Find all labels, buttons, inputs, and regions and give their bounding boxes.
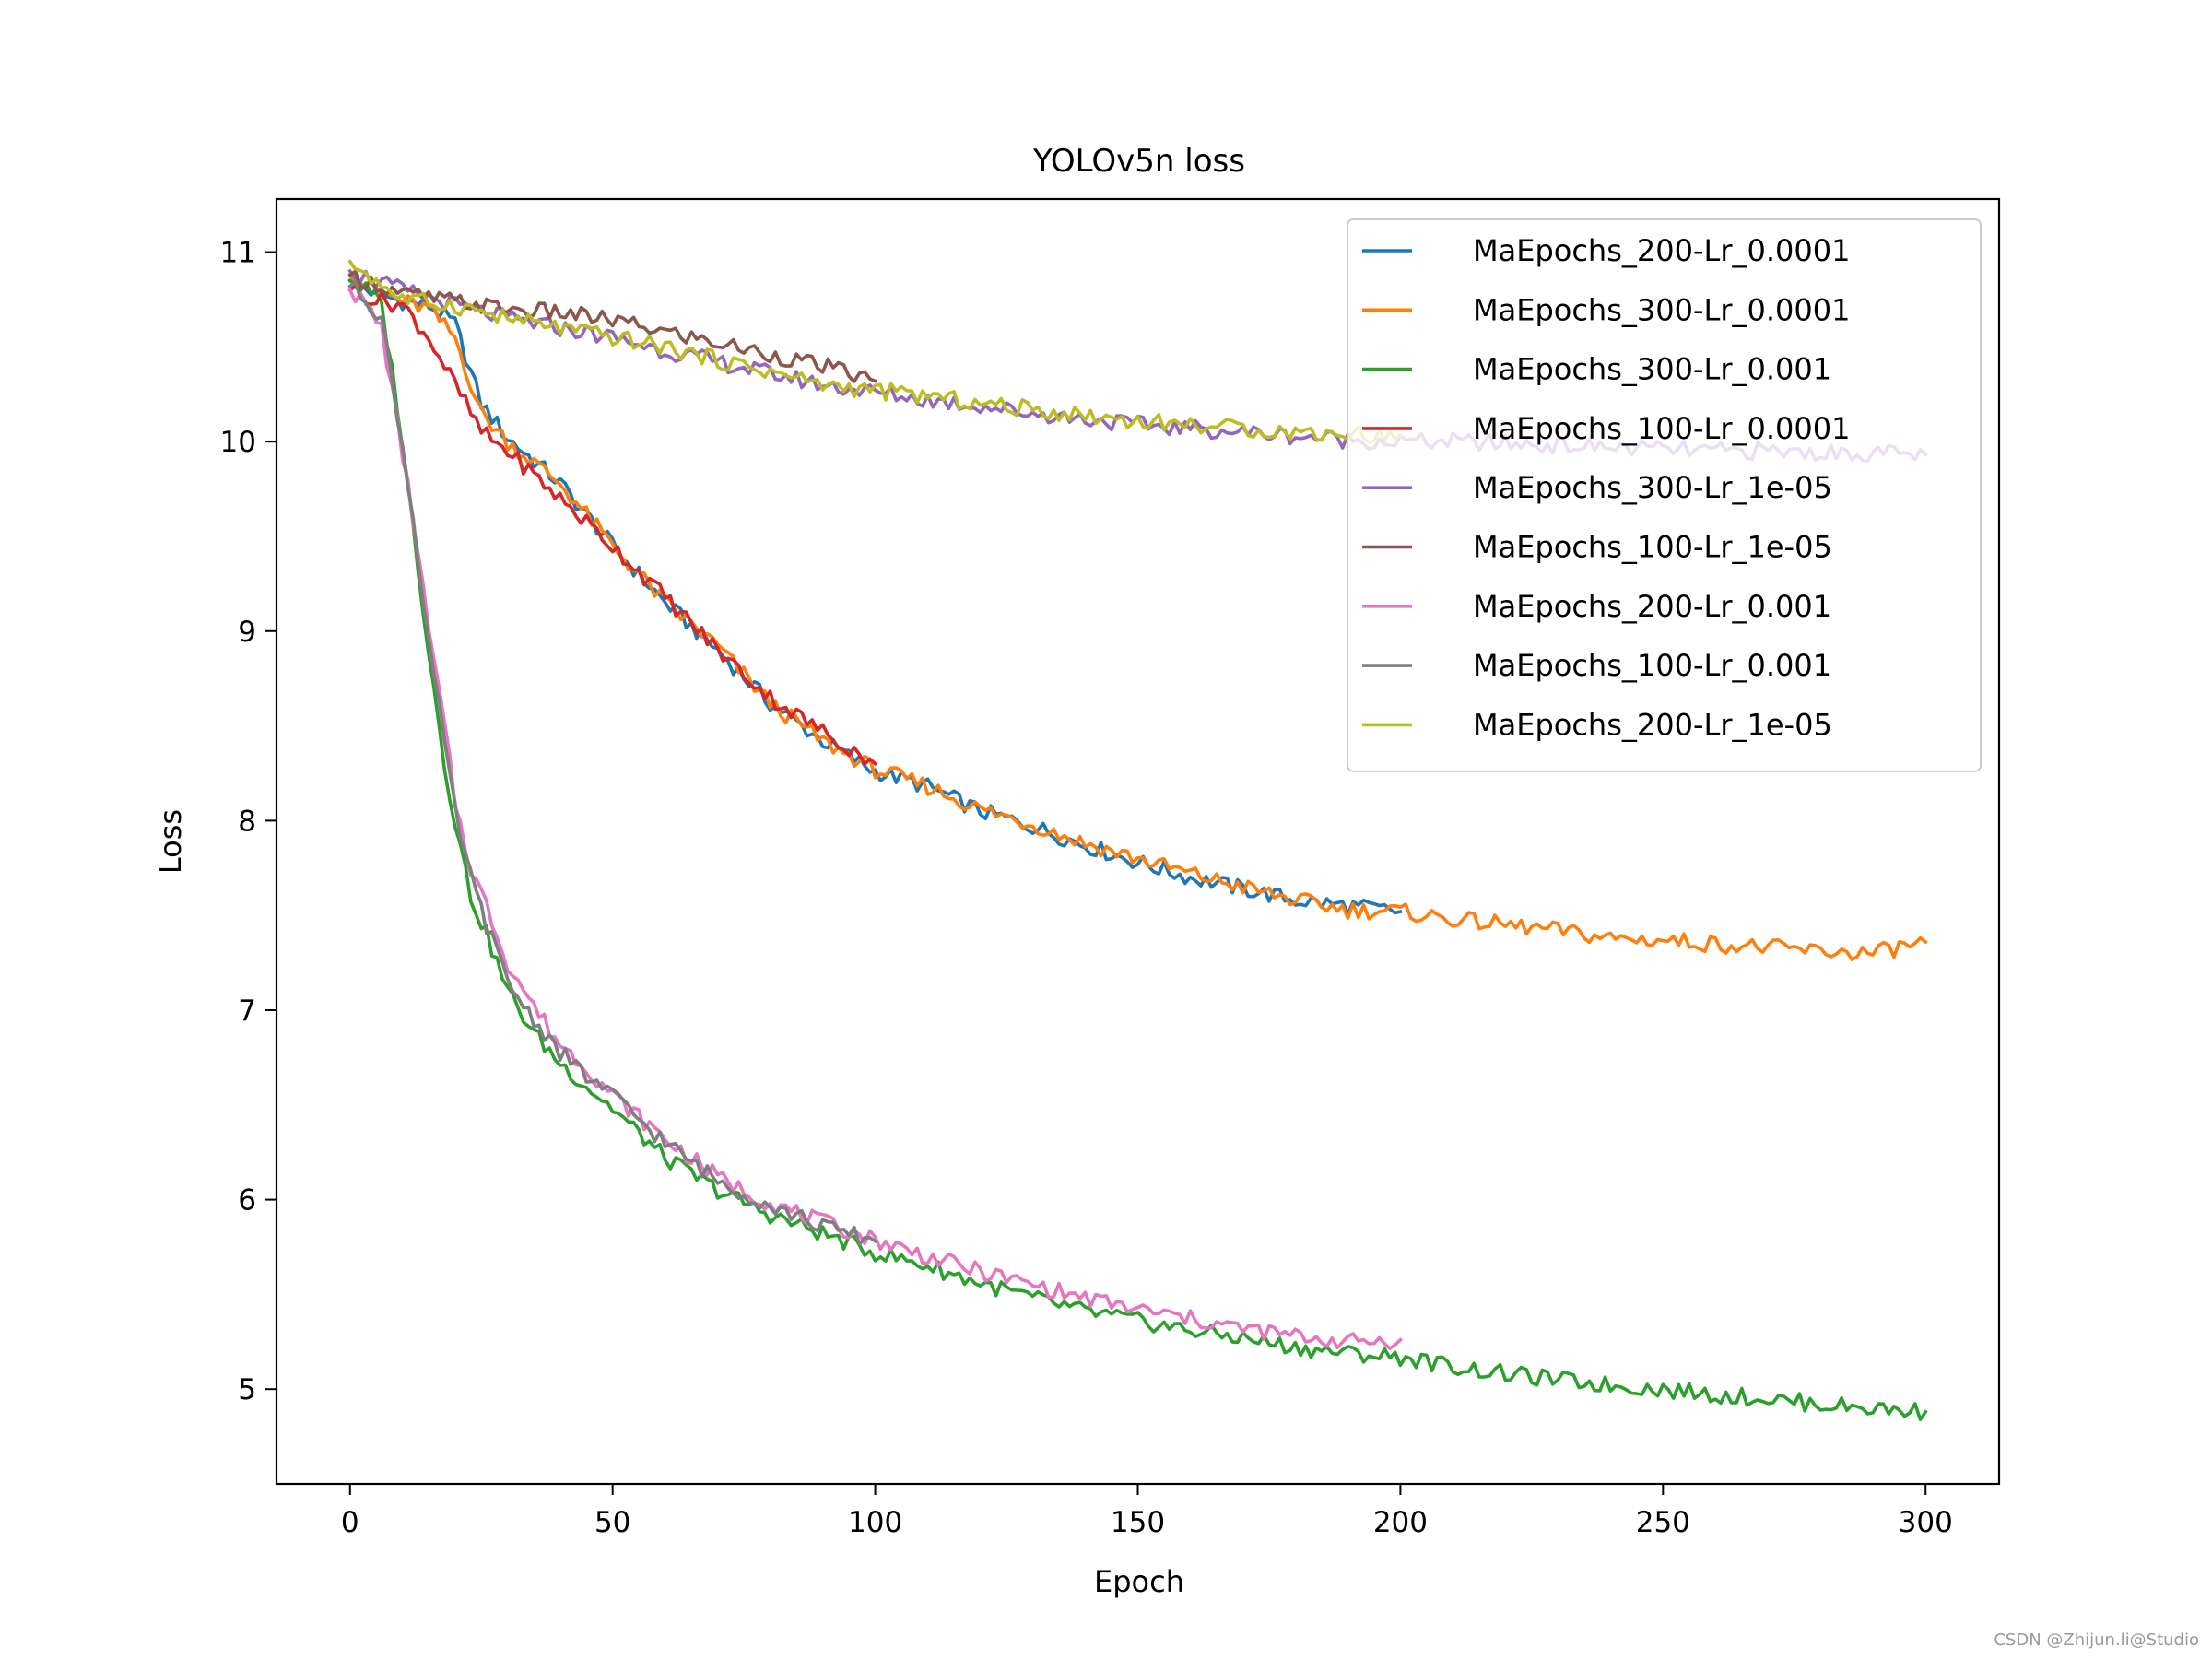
legend-label-7: MaEpochs_200-Lr_0.001 [1473,589,1831,624]
y-tick-label: 5 [238,1373,256,1406]
watermark-text: CSDN @Zhijun.li@Studio [1994,1630,2199,1650]
legend-box [1347,218,1982,772]
chart-title: YOLOv5n loss [1032,143,1245,180]
series-line-3 [347,277,1928,1421]
y-tick-label: 6 [238,1184,256,1218]
series-layer [347,259,1928,1421]
x-tick-label: 300 [1899,1506,1953,1539]
legend-label-9: MaEpochs_200-Lr_1e-05 [1473,707,1832,742]
legend-label-1: MaEpochs_200-Lr_0.0001 [1473,233,1850,268]
series-line-4 [347,284,878,767]
x-tick-label: 200 [1373,1506,1428,1539]
legend-label-6: MaEpochs_100-Lr_1e-05 [1473,530,1832,565]
legend-label-4: MaEpochs_100-Lr_0.0001 [1473,411,1850,446]
series-line-1 [347,277,1403,916]
x-tick-label: 0 [341,1506,359,1539]
series-line-9 [347,259,1403,444]
series-line-8 [347,280,878,1246]
x-axis-ticks: 0 50 100 150 200 250 300 [341,1484,1953,1539]
legend-label-3: MaEpochs_300-Lr_0.001 [1473,352,1831,387]
y-tick-label: 7 [238,994,256,1028]
y-tick-label: 10 [220,426,256,459]
y-tick-label: 11 [220,237,256,270]
x-tick-label: 100 [848,1506,902,1539]
y-axis-ticks: 5 6 7 8 9 10 11 [220,237,276,1406]
legend: MaEpochs_200-Lr_0.0001 MaEpochs_300-Lr_0.… [1347,218,1982,772]
x-tick-label: 150 [1111,1506,1165,1539]
series-line-2 [347,272,1928,961]
x-tick-label: 250 [1636,1506,1690,1539]
x-axis-label: Epoch [1094,1564,1184,1599]
legend-label-2: MaEpochs_300-Lr_0.0001 [1473,292,1850,327]
series-line-6 [347,269,877,383]
legend-label-5: MaEpochs_300-Lr_1e-05 [1473,470,1832,505]
x-tick-label: 50 [594,1506,630,1539]
series-line-7 [347,288,1403,1350]
y-tick-label: 9 [238,616,256,649]
y-axis-label: Loss [153,809,188,874]
y-tick-label: 8 [238,805,256,838]
legend-label-8: MaEpochs_100-Lr_0.001 [1473,648,1831,683]
